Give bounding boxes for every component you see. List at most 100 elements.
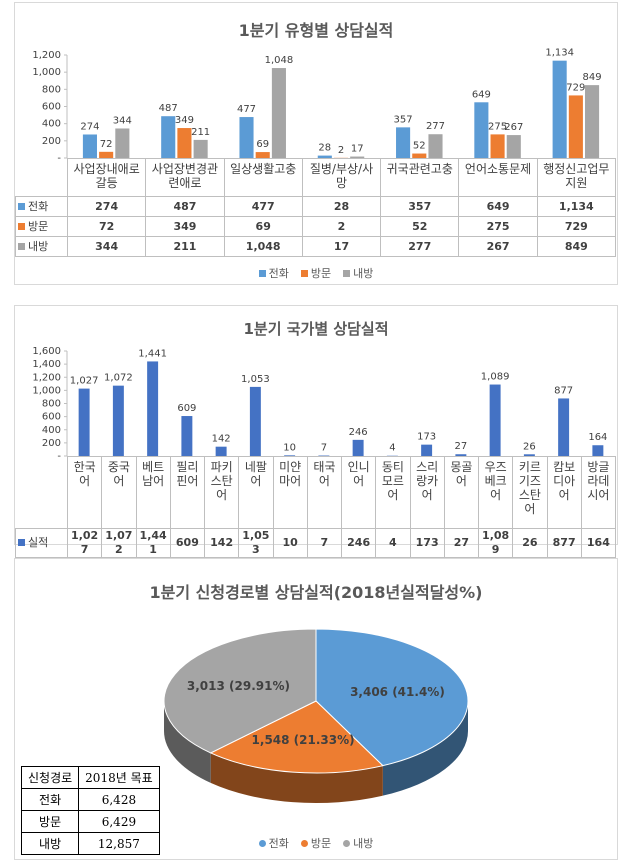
data-label: 609: [177, 403, 196, 414]
y-tick-label: 1,200: [32, 50, 61, 61]
legend-label: 내방: [353, 267, 374, 280]
bar: [558, 398, 570, 456]
data-label: 344: [113, 115, 132, 126]
bar: [255, 152, 270, 158]
data-table: 한국어 중국어 베트남어 필리핀어 파키스탄어 네팔어 미얀마어 태국어 인니어 동티모르어 스리랑…: [15, 456, 617, 558]
table-value: 1,089: [477, 528, 514, 558]
data-label: 10: [283, 442, 296, 453]
legend-label: 방문: [28, 219, 49, 233]
plot: - 200 400 600 800 1,000 1,200 1,400 1,600 1,027 1,…: [32, 346, 607, 458]
bar: [552, 60, 567, 158]
table-value: 246: [340, 528, 377, 558]
table-value: 28: [301, 196, 382, 217]
y-tick-label: 1,600: [32, 346, 61, 357]
chart-title: 1분기 국가별 상담실적: [243, 320, 389, 338]
bar: [215, 446, 227, 456]
table-cell: 전화: [20, 788, 80, 811]
data-label: 1,072: [104, 373, 133, 384]
data-label: 1,089: [481, 372, 510, 383]
table-value: 164: [580, 528, 617, 558]
corner-cell: [16, 159, 68, 197]
table-value: 2: [301, 216, 382, 237]
table-value: 27: [443, 528, 480, 558]
data-label: 3,406 (41.4%): [350, 685, 445, 699]
data-label: 267: [504, 122, 523, 133]
x-tick-label: 동티모르어: [375, 456, 411, 529]
x-tick-label: 미얀마어: [272, 456, 308, 529]
table-value: 487: [145, 196, 225, 217]
bar: [490, 134, 505, 158]
bar: [592, 445, 604, 456]
pie-side: [382, 701, 468, 796]
legend-key-cell: 실적: [15, 528, 68, 558]
pie-side: [164, 701, 211, 783]
table-value: 142: [203, 528, 240, 558]
legend-item: 방문: [300, 837, 331, 850]
bar: [271, 68, 286, 158]
legend-label: 내방: [353, 837, 374, 850]
table-cell: 방문: [20, 810, 80, 833]
table-cell: 6,428: [78, 788, 160, 811]
table-header: 신청경로: [20, 766, 80, 789]
table-cell: 12,857: [78, 832, 160, 855]
data-label: 487: [159, 103, 178, 114]
table-value: 26: [512, 528, 548, 558]
bar: [181, 416, 193, 456]
plot: - 200 400 600 800 1,000 1,200 274 487 477 28 357 649…: [32, 48, 601, 160]
x-tick-label: 중국어: [101, 456, 137, 529]
chart-panel: 1분기 신청경로별 상담실적(2018년실적달성%) 3,406 (41.4%)…: [14, 558, 618, 860]
legend-label: 전화: [28, 199, 49, 213]
chart-title: 1분기 유형별 상담실적: [238, 21, 394, 40]
table-value: 72: [66, 216, 147, 237]
x-tick-label: 인니어: [340, 456, 377, 529]
legend-swatch: [18, 242, 25, 250]
x-tick-label: 사업장변경관련애로: [145, 158, 225, 197]
bar: [352, 439, 364, 456]
bar: [421, 444, 433, 456]
y-tick-label: -: [57, 451, 61, 458]
table-header: 2018년 목표: [78, 766, 160, 789]
table-value: 277: [380, 236, 460, 257]
table-value: 1,048: [223, 236, 303, 257]
legend-swatch: [258, 270, 266, 277]
table-value: 477: [223, 196, 303, 217]
y-tick-label: -: [57, 153, 61, 160]
legend-item: 전화: [258, 267, 289, 280]
bar: [350, 156, 365, 158]
data-label: 7: [321, 443, 327, 454]
data-label: 173: [417, 432, 436, 443]
data-label: 246: [349, 427, 368, 438]
bar: [249, 386, 261, 456]
bar: [568, 95, 583, 158]
data-label: 211: [191, 127, 210, 138]
x-tick-label: 키르기즈스탄어: [512, 456, 548, 529]
y-tick-label: 200: [42, 438, 61, 449]
x-tick-label: 네팔어: [238, 456, 274, 529]
legend-label: 내방: [28, 239, 49, 253]
data-label: 3,013 (29.91%): [187, 679, 290, 693]
series-row: 전화 274 487 477 28 357 649 1,134: [15, 196, 616, 217]
legend-swatch: [300, 840, 308, 847]
x-tick-label: 한국어: [66, 456, 103, 529]
table-value: 7: [306, 528, 343, 558]
legend-swatch: [18, 539, 25, 546]
legend: 전화 방문 내방: [15, 265, 617, 281]
table-value: 357: [380, 196, 460, 217]
legend-swatch: [18, 202, 25, 210]
series-row: 방문 72 349 69 2 52 275 729: [15, 216, 616, 237]
data-label: 274: [80, 121, 99, 132]
data-table: 사업장내애로갈등 사업장변경관련애로 일상생활고충 질병/부상/사망 귀국관련고충 언어소…: [15, 158, 616, 257]
legend-item: 내방: [343, 267, 373, 280]
bar: [489, 384, 501, 456]
y-tick-label: 800: [42, 399, 61, 410]
data-label: 72: [100, 139, 113, 150]
data-label: 477: [237, 104, 256, 115]
data-label: 52: [413, 141, 426, 152]
x-tick-label: 몽골어: [443, 456, 480, 529]
table-value: 609: [169, 528, 206, 558]
legend-item: 방문: [300, 267, 331, 280]
bar: [161, 116, 176, 158]
bar: [239, 117, 254, 158]
table-value: 274: [66, 196, 147, 217]
pie-side: [210, 752, 383, 803]
